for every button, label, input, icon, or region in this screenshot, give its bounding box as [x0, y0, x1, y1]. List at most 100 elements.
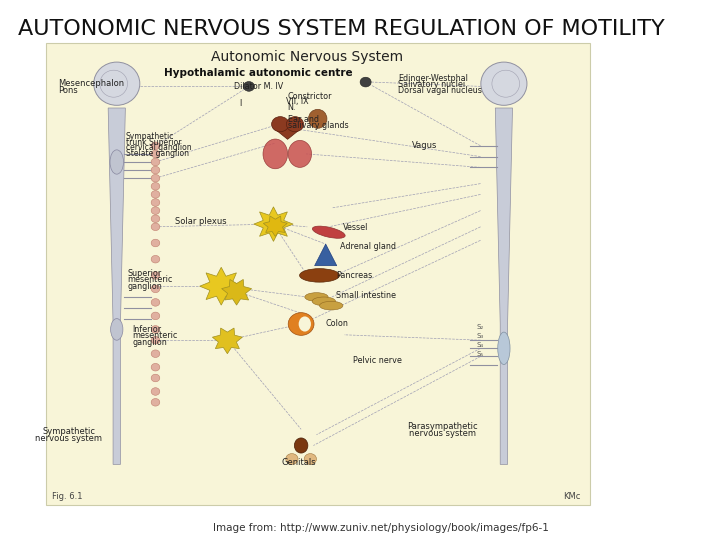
Text: Salivatory nuclei: Salivatory nuclei	[398, 80, 465, 89]
Circle shape	[151, 183, 160, 190]
Polygon shape	[273, 127, 302, 139]
Text: Hypothalamic autonomic centre: Hypothalamic autonomic centre	[163, 68, 352, 78]
Ellipse shape	[300, 268, 340, 282]
Circle shape	[151, 374, 160, 382]
Text: cervical ganglion: cervical ganglion	[126, 144, 192, 152]
Circle shape	[151, 272, 160, 279]
Ellipse shape	[287, 117, 304, 132]
Ellipse shape	[288, 140, 312, 167]
Polygon shape	[222, 279, 251, 305]
Ellipse shape	[110, 150, 124, 174]
Ellipse shape	[271, 117, 289, 132]
Text: AUTONOMIC NERVOUS SYSTEM REGULATION OF MOTILITY: AUTONOMIC NERVOUS SYSTEM REGULATION OF M…	[19, 19, 665, 39]
Circle shape	[151, 299, 160, 306]
Circle shape	[151, 285, 160, 293]
Text: Sympathetic: Sympathetic	[126, 132, 174, 140]
Text: ganglion: ganglion	[127, 282, 162, 291]
Ellipse shape	[320, 301, 343, 310]
Text: ganglion: ganglion	[132, 338, 167, 347]
Text: S₅: S₅	[476, 351, 484, 357]
Text: I: I	[240, 99, 242, 108]
Polygon shape	[264, 216, 287, 237]
Text: Autonomic Nervous System: Autonomic Nervous System	[211, 50, 403, 64]
Ellipse shape	[294, 438, 308, 453]
Polygon shape	[199, 267, 243, 305]
Circle shape	[151, 255, 160, 263]
Text: VII, IX: VII, IX	[287, 97, 309, 106]
Text: Stelate ganglion: Stelate ganglion	[126, 150, 189, 158]
Polygon shape	[253, 207, 293, 241]
Text: mesenteric: mesenteric	[127, 275, 173, 284]
Ellipse shape	[263, 139, 287, 169]
Circle shape	[151, 166, 160, 174]
Text: Small intestine: Small intestine	[336, 291, 396, 300]
Text: Adrenal gland: Adrenal gland	[340, 242, 396, 251]
Text: Image from: http://www.zuniv.net/physiology/book/images/fp6-1: Image from: http://www.zuniv.net/physiol…	[213, 523, 549, 533]
Text: nervous system: nervous system	[35, 434, 102, 443]
Text: Pons: Pons	[58, 86, 78, 94]
Text: Vagus: Vagus	[412, 141, 437, 150]
Circle shape	[304, 454, 317, 464]
Text: Dilator M. IV: Dilator M. IV	[233, 82, 283, 91]
Ellipse shape	[312, 226, 345, 238]
Polygon shape	[108, 108, 125, 464]
Polygon shape	[212, 328, 243, 354]
Text: S₂: S₂	[476, 323, 484, 330]
Polygon shape	[495, 108, 513, 464]
Circle shape	[151, 191, 160, 198]
Ellipse shape	[288, 313, 314, 335]
Circle shape	[151, 239, 160, 247]
Text: nervous system: nervous system	[409, 429, 476, 437]
Circle shape	[151, 142, 160, 150]
Ellipse shape	[498, 332, 510, 365]
Text: Constrictor: Constrictor	[287, 92, 332, 100]
Text: Sympathetic: Sympathetic	[42, 428, 95, 436]
Circle shape	[151, 350, 160, 357]
Circle shape	[151, 388, 160, 395]
Text: Solar plexus: Solar plexus	[175, 217, 227, 226]
Ellipse shape	[305, 293, 328, 301]
Text: KMc: KMc	[563, 492, 581, 501]
Text: S₃: S₃	[476, 333, 483, 339]
FancyBboxPatch shape	[46, 43, 590, 505]
Circle shape	[151, 199, 160, 206]
Text: Colon: Colon	[325, 320, 348, 328]
Ellipse shape	[94, 62, 140, 105]
Text: S₄: S₄	[476, 342, 483, 348]
Ellipse shape	[111, 319, 123, 340]
Circle shape	[243, 82, 254, 91]
Text: Superior: Superior	[127, 269, 161, 278]
Text: Dorsal vagal nucleus: Dorsal vagal nucleus	[398, 86, 482, 94]
Text: salivary glands: salivary glands	[287, 121, 348, 130]
Circle shape	[151, 174, 160, 182]
Ellipse shape	[481, 62, 527, 105]
Circle shape	[151, 399, 160, 406]
Circle shape	[151, 326, 160, 333]
Circle shape	[151, 207, 160, 214]
Ellipse shape	[308, 109, 327, 128]
Polygon shape	[315, 244, 337, 266]
Text: Genitals: Genitals	[282, 458, 317, 467]
Circle shape	[151, 312, 160, 320]
Text: Fig. 6.1: Fig. 6.1	[53, 492, 83, 501]
Circle shape	[286, 454, 298, 464]
Circle shape	[151, 158, 160, 166]
Text: N.: N.	[287, 104, 296, 112]
Text: trunk Superior: trunk Superior	[126, 138, 181, 146]
Text: Inferior: Inferior	[132, 325, 161, 334]
Text: Vessel: Vessel	[343, 224, 368, 232]
Text: mesenteric: mesenteric	[132, 332, 178, 340]
Text: Mesencephalon: Mesencephalon	[58, 79, 125, 88]
Ellipse shape	[299, 316, 311, 332]
Circle shape	[151, 215, 160, 222]
Text: Pancreas: Pancreas	[336, 271, 372, 280]
Ellipse shape	[312, 297, 336, 306]
Circle shape	[151, 150, 160, 158]
Text: Parasympathetic: Parasympathetic	[407, 422, 478, 431]
Circle shape	[151, 363, 160, 371]
Text: Pelvic nerve: Pelvic nerve	[354, 356, 402, 364]
Circle shape	[360, 77, 372, 87]
Circle shape	[151, 223, 160, 231]
Circle shape	[151, 336, 160, 344]
Text: Edinger-Westphal: Edinger-Westphal	[398, 74, 468, 83]
